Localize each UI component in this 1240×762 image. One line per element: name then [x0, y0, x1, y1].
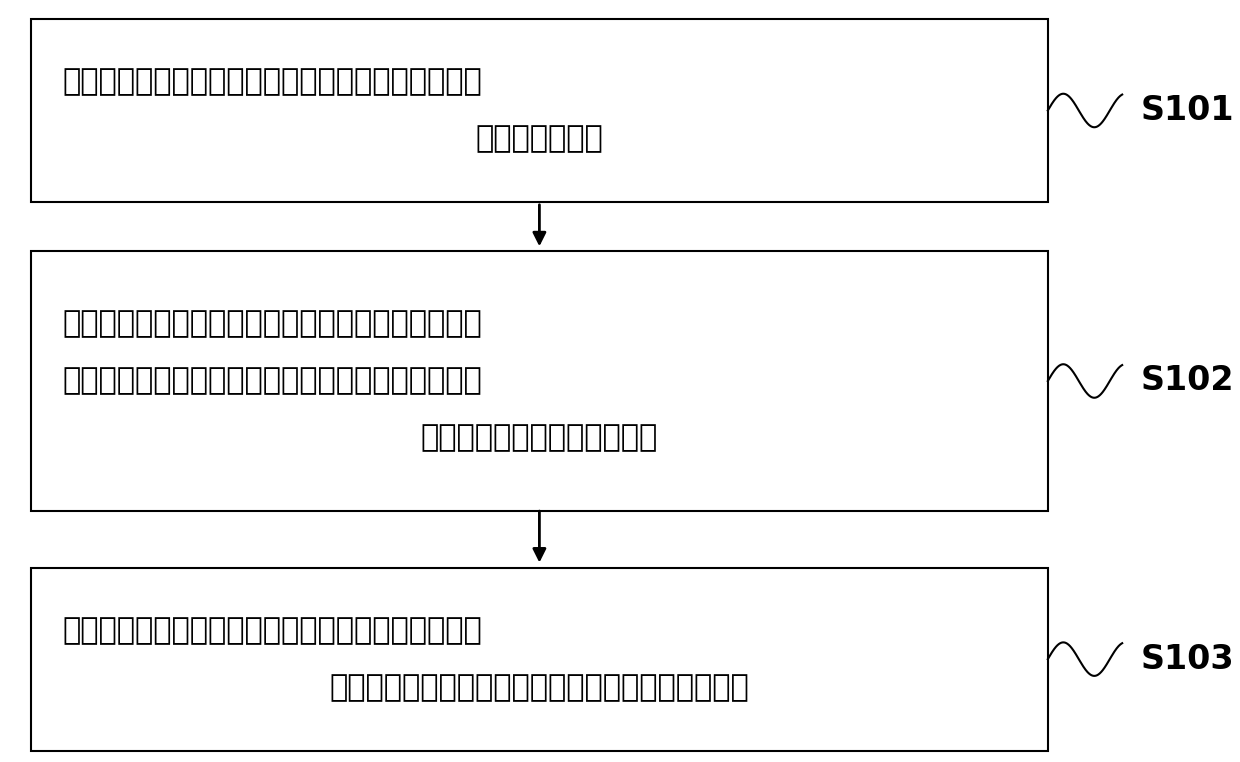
Bar — [31, 251, 1048, 511]
Text: 机输出负荷、预计压缩机频率: 机输出负荷、预计压缩机频率 — [420, 424, 658, 453]
Text: 、当前运行参数，控制调节空调机组的当前运行状态: 、当前运行参数，控制调节空调机组的当前运行状态 — [330, 673, 749, 703]
Text: 时间段的预计运行参数，预计运行参数包括预计压缩: 时间段的预计运行参数，预计运行参数包括预计压缩 — [62, 367, 482, 395]
Bar — [31, 568, 1048, 751]
Bar — [31, 19, 1048, 202]
Text: 统计空调机组的历史运行参数，其中，运行参数包括: 统计空调机组的历史运行参数，其中，运行参数包括 — [62, 67, 482, 97]
Text: S103: S103 — [1141, 642, 1235, 676]
Text: S102: S102 — [1141, 364, 1234, 398]
Text: S101: S101 — [1141, 94, 1234, 127]
Text: 获取空调机组的当前运行参数；并根据预计运行参数: 获取空调机组的当前运行参数；并根据预计运行参数 — [62, 616, 482, 645]
Text: 根据历史运行参数，确定空调机组在当前时刻往后一: 根据历史运行参数，确定空调机组在当前时刻往后一 — [62, 309, 482, 338]
Text: 压缩机输出负荷: 压缩机输出负荷 — [475, 124, 604, 154]
